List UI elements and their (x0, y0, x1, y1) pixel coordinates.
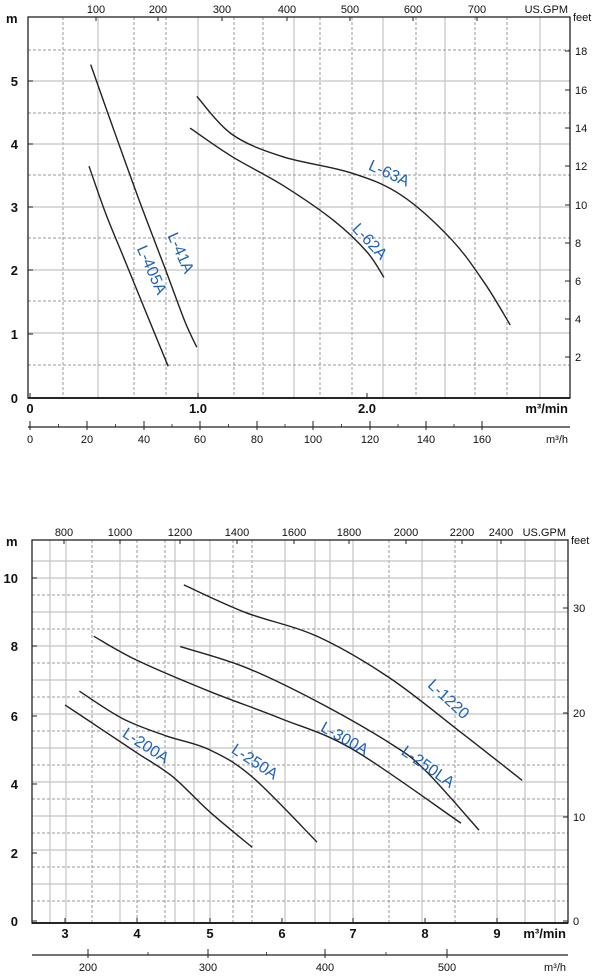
sub-tick-label: 120 (361, 434, 379, 446)
series-curve-l-1220 (183, 584, 523, 781)
left-unit-label: m (6, 534, 18, 549)
series-curve-l-63a (196, 95, 511, 326)
left-tick-label: 0 (11, 391, 18, 406)
left-tick-label: 2 (11, 846, 18, 861)
series-curve-l-300a (93, 635, 462, 824)
sub-tick-label: 60 (194, 434, 206, 446)
top-tick-label: 600 (404, 4, 422, 16)
sub-tick-label: 40 (138, 434, 150, 446)
sub-tick-label: 140 (417, 434, 435, 446)
series-curve-l-250la (179, 645, 480, 831)
series-label: L-62A (349, 221, 391, 264)
bottom-unit-label: m³/min (523, 926, 566, 941)
series-curve-l-250a (79, 690, 318, 843)
top-unit-label: US.GPM (523, 527, 566, 539)
series-curve-l-41a (90, 64, 198, 348)
series-curve-l-200a (64, 704, 253, 848)
sub-tick-label: 0 (27, 434, 33, 446)
left-tick-label: 8 (11, 639, 18, 654)
right-tick-label: 8 (575, 238, 581, 250)
top-tick-label: 200 (149, 4, 167, 16)
left-tick-label: 6 (11, 709, 18, 724)
top-tick-label: 700 (468, 4, 486, 16)
bottom-tick-label: 3 (61, 926, 68, 941)
top-tick-label: 300 (213, 4, 231, 16)
right-tick-label: 18 (575, 46, 587, 58)
left-tick-label: 4 (11, 777, 19, 792)
series-curve-l-62a (189, 127, 385, 278)
bottom-tick-label: 2.0 (358, 401, 376, 416)
left-tick-label: 2 (11, 263, 18, 278)
chart-bottom: 0 2 4 6 8 10 m 0 10 20 30 feet 800 1000 1200 1400 1600 18… (4, 527, 590, 974)
right-tick-label: 2 (575, 352, 581, 364)
top-tick-label: 2000 (394, 527, 418, 539)
top-tick-label: 1600 (282, 527, 306, 539)
right-tick-label: 4 (575, 314, 581, 326)
right-tick-label: 0 (573, 916, 579, 928)
bottom-tick-label: 7 (349, 926, 356, 941)
left-tick-label: 0 (11, 914, 18, 929)
sub-tick-label: 160 (473, 434, 491, 446)
right-tick-label: 14 (575, 123, 587, 135)
top-tick-label: 500 (341, 4, 359, 16)
right-tick-label: 16 (575, 85, 587, 97)
right-unit-label: feet (571, 535, 589, 547)
sub-unit-label: m³/h (546, 434, 568, 446)
series-label: L-1220 (424, 677, 472, 723)
sub-tick-label: 20 (81, 434, 93, 446)
sub-tick-label: 400 (316, 962, 334, 974)
top-tick-label: 2400 (489, 527, 513, 539)
series-curve-l-405a (88, 165, 169, 367)
top-tick-label: 100 (87, 4, 105, 16)
sub-tick-label: 500 (438, 962, 456, 974)
top-tick-label: 2200 (450, 527, 474, 539)
right-tick-label: 10 (575, 200, 587, 212)
right-tick-label: 12 (575, 161, 587, 173)
top-tick-label: 400 (278, 4, 296, 16)
bottom-tick-label: 1.0 (189, 401, 207, 416)
top-unit-label: US.GPM (525, 4, 568, 16)
sub-tick-label: 200 (79, 962, 97, 974)
sub-tick-label: 100 (304, 434, 322, 446)
right-tick-label: 10 (573, 812, 585, 824)
left-tick-label: 5 (11, 74, 18, 89)
bottom-tick-label: 4 (133, 926, 141, 941)
top-tick-label: 800 (55, 527, 73, 539)
right-unit-label: feet (573, 12, 591, 24)
left-tick-label: 3 (11, 200, 18, 215)
series-label: L-300A (317, 719, 371, 759)
bottom-unit-label: m³/min (525, 401, 568, 416)
sub-unit-label: m³/h (544, 962, 566, 974)
sub-tick-label: 300 (199, 962, 217, 974)
top-tick-label: 1000 (108, 527, 132, 539)
left-tick-label: 10 (4, 571, 18, 586)
left-tick-label: 4 (11, 137, 19, 152)
top-tick-label: 1800 (337, 527, 361, 539)
bottom-tick-label: 0 (26, 401, 33, 416)
right-tick-label: 20 (573, 708, 585, 720)
bottom-tick-label: 6 (278, 926, 285, 941)
right-tick-label: 6 (575, 276, 581, 288)
top-tick-label: 1200 (168, 527, 192, 539)
top-tick-label: 1400 (225, 527, 249, 539)
bottom-tick-label: 5 (206, 926, 213, 941)
series-label: L-63A (366, 157, 412, 190)
bottom-tick-label: 9 (493, 926, 500, 941)
left-unit-label: m (6, 11, 18, 26)
bottom-tick-label: 8 (421, 926, 428, 941)
sub-tick-label: 80 (251, 434, 263, 446)
left-tick-label: 1 (11, 327, 18, 342)
right-tick-label: 30 (573, 603, 585, 615)
